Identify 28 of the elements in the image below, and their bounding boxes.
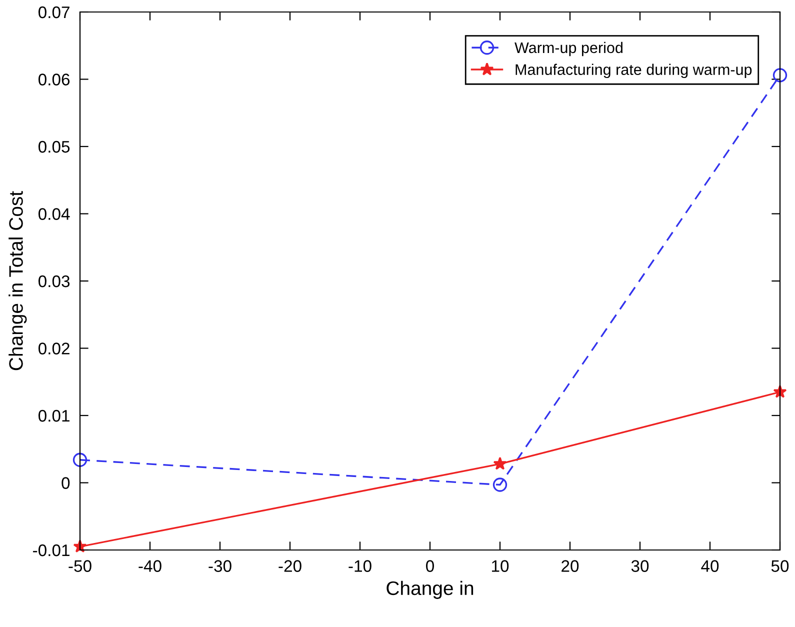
legend-label: Manufacturing rate during warm-up (516, 64, 752, 78)
x-tick-label: -30 (208, 560, 232, 572)
x-tick-label: 20 (562, 560, 579, 572)
point (72, 452, 88, 467)
x-axis-title: Change in (386, 580, 474, 599)
y-tick-label: 0.03 (38, 275, 70, 288)
x-tick-label: -50 (68, 560, 92, 572)
y-tick-label: 0.06 (38, 74, 70, 86)
x-tick-label: 30 (631, 560, 649, 572)
y-axis-title: Change in Total Cost (8, 191, 27, 370)
x-tick-label: 0 (426, 560, 434, 572)
y-tick-label: 0 (62, 477, 70, 489)
y-tick-label: 0.04 (38, 208, 70, 220)
point (493, 456, 507, 470)
x-tick-label: 10 (492, 560, 509, 572)
x-tick-label: -20 (278, 560, 302, 572)
x-tick-label: 40 (701, 560, 719, 572)
x-tick-label: 50 (771, 560, 789, 572)
x-tick-label: -40 (138, 560, 162, 572)
y-tick-label: 0.02 (38, 342, 70, 354)
y-tick-label: 0.07 (38, 6, 70, 18)
legend-label: Warm-up period (514, 42, 622, 56)
x-tick-label: -10 (348, 560, 372, 572)
y-tick-label: 0.01 (38, 410, 70, 422)
y-tick-label: 0.05 (38, 140, 70, 153)
y-tick-label: -0.01 (33, 544, 70, 556)
point (492, 478, 508, 492)
point (772, 68, 788, 82)
